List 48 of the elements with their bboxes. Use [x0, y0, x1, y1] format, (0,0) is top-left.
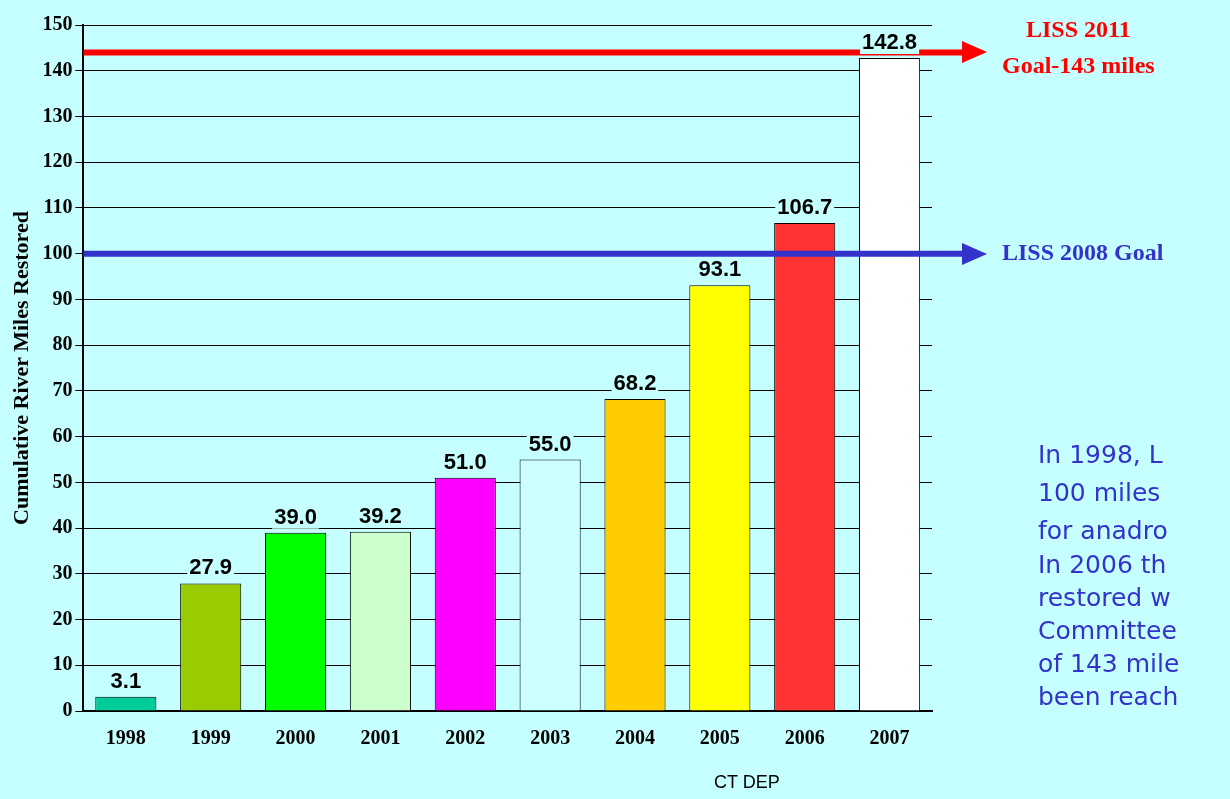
data-label: 51.0: [443, 448, 487, 474]
data-label: 68.2: [613, 370, 657, 396]
text: Committee: [1038, 616, 1177, 645]
y-tick-label: 130: [42, 103, 73, 126]
y-tick-label: 30: [52, 560, 73, 583]
y-tick-label: 50: [52, 469, 73, 492]
x-tick-label: 2006: [784, 726, 825, 749]
text: restored w: [1038, 583, 1171, 612]
y-tick-label: 90: [52, 286, 73, 309]
x-tick-label: 2004: [614, 726, 655, 749]
text: In 2006 th: [1038, 550, 1167, 579]
x-tick-label: 1999: [190, 726, 231, 749]
y-tick-label: 140: [42, 57, 73, 80]
x-tick-label: 2005: [699, 726, 740, 749]
x-tick-label: 2001: [360, 726, 401, 749]
y-tick-label: 20: [52, 606, 73, 629]
y-tick-label: 40: [52, 515, 73, 538]
x-tick-label: 2003: [530, 726, 571, 749]
data-label: 27.9: [189, 554, 233, 580]
text: CT DEP: [714, 772, 780, 793]
x-tick-label: 1998: [105, 726, 146, 749]
data-label: 3.1: [110, 667, 142, 693]
x-tick-label: 2007: [869, 726, 910, 749]
text: 100 miles: [1038, 478, 1161, 507]
y-tick-label: 100: [42, 240, 73, 263]
y-axis-title: Cumulative River Miles Restored: [7, 211, 33, 525]
ref-line-label: LISS 2008 Goal: [1001, 238, 1164, 265]
data-label: 55.0: [528, 430, 572, 456]
text: In 1998, L: [1038, 440, 1163, 469]
y-tick-label: 150: [42, 12, 73, 35]
x-tick-label: 2000: [275, 726, 316, 749]
data-label: 142.8: [862, 28, 918, 54]
y-tick-label: 70: [52, 378, 73, 401]
y-tick-label: 10: [52, 652, 73, 675]
x-tick-label: 2002: [445, 726, 486, 749]
data-label: 106.7: [777, 194, 833, 220]
y-tick-label: 0: [62, 698, 73, 721]
ref-line-label: LISS 2011 Goal-143 miles: [1002, 15, 1155, 78]
data-label: 39.0: [274, 503, 317, 529]
y-tick-label: 80: [52, 332, 73, 355]
text: been reach: [1038, 682, 1179, 711]
data-label: 39.2: [359, 502, 402, 528]
y-tick-label: 120: [42, 149, 73, 172]
y-tick-label: 60: [52, 423, 73, 446]
y-tick-label: 110: [43, 195, 73, 218]
text: of 143 mile: [1038, 649, 1180, 678]
data-label: 93.1: [698, 256, 742, 282]
text: for anadro: [1038, 516, 1168, 545]
